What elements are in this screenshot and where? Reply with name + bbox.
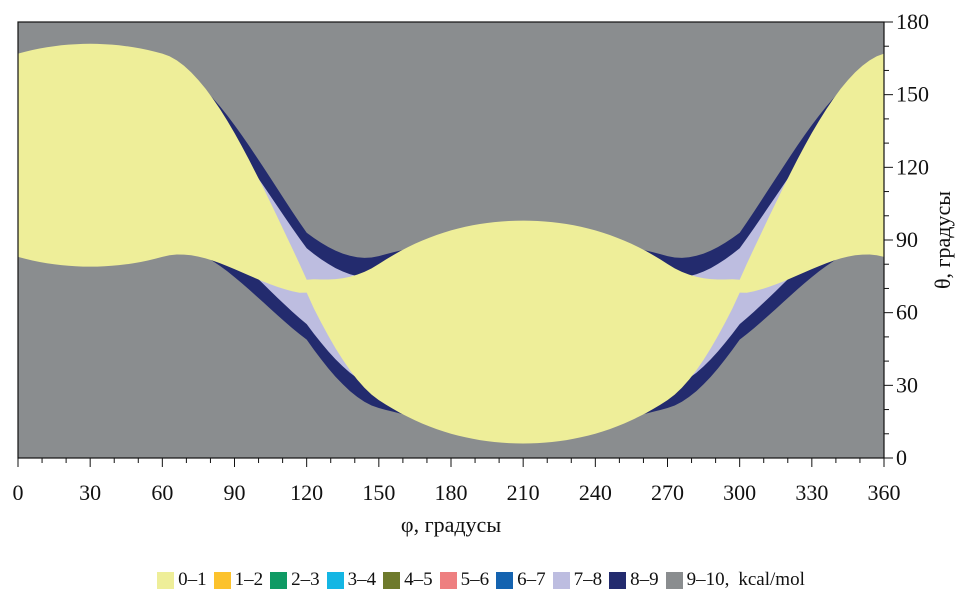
y-tick-label: 0 — [896, 445, 907, 470]
legend-label: 6–7 — [517, 569, 546, 590]
y-tick-label: 120 — [896, 154, 929, 179]
legend-label: 4–5 — [404, 569, 433, 590]
x-tick-label: 360 — [868, 480, 901, 505]
legend-label: 2–3 — [291, 569, 320, 590]
legend-label: 8–9 — [630, 569, 659, 590]
y-tick-label: 90 — [896, 227, 918, 252]
legend-label: 5–6 — [460, 569, 490, 590]
legend-unit: kcal/mol — [738, 569, 805, 590]
y-tick-label: 150 — [896, 82, 929, 107]
x-tick-label: 300 — [723, 480, 756, 505]
legend-swatch — [552, 571, 570, 589]
legend-label: 9–10, — [686, 569, 730, 590]
legend-item: 8–9 — [609, 569, 659, 591]
x-tick-label: 240 — [579, 480, 612, 505]
legend-label: 0–1 — [178, 569, 207, 590]
x-axis-title: φ, градусы — [401, 512, 501, 537]
y-tick-label: 180 — [896, 9, 929, 34]
legend-label: 7–8 — [573, 569, 603, 590]
y-tick-label: 30 — [896, 372, 918, 397]
legend-item: 0–1 — [157, 569, 207, 591]
legend-swatch — [213, 571, 231, 589]
legend-item: 5–6 — [439, 569, 490, 591]
legend-swatch — [270, 571, 288, 589]
energy-contour-chart: 0 30 60 90 120 150 180 210 240 270 300 330 360 0 30 60 9… — [13, 9, 956, 537]
legend-label: 3–4 — [347, 569, 377, 590]
contour-band-0–1 — [18, 43, 884, 444]
x-tick-label: 180 — [435, 480, 468, 505]
legend-swatch — [439, 571, 457, 589]
legend-swatch — [665, 571, 683, 589]
legend-swatch — [383, 571, 401, 589]
x-tick-label: 120 — [290, 480, 323, 505]
legend-swatch — [157, 571, 175, 589]
legend-label: 1–2 — [234, 569, 264, 590]
legend-swatch — [609, 571, 627, 589]
legend-swatch — [496, 571, 514, 589]
legend-item: 4–5 — [383, 569, 433, 591]
x-tick-label: 270 — [651, 480, 684, 505]
x-tick-label: 0 — [13, 480, 24, 505]
x-tick-label: 90 — [224, 480, 246, 505]
x-tick-label: 330 — [795, 480, 828, 505]
legend-item: 3–4 — [326, 569, 377, 591]
legend-item: 1–2 — [213, 569, 264, 591]
legend: 0–1 1–2 2–3 3–4 4–5 5–6 6–7 7–8 8–9 9–10, kcal/mol — [0, 568, 962, 592]
contour-plot-area — [18, 22, 884, 458]
x-tick-label: 150 — [362, 480, 395, 505]
legend-swatch — [326, 571, 344, 589]
legend-item: 7–8 — [552, 569, 603, 591]
legend-item: 9–10, — [665, 569, 730, 591]
axes: 0 30 60 90 120 150 180 210 240 270 300 330 360 0 30 60 9… — [13, 9, 956, 537]
y-tick-label: 60 — [896, 300, 918, 325]
legend-item: 6–7 — [496, 569, 546, 591]
y-axis-title: θ, градусы — [930, 191, 955, 289]
legend-item: 2–3 — [270, 569, 320, 591]
x-tick-label: 210 — [507, 480, 540, 505]
x-tick-label: 60 — [151, 480, 173, 505]
x-tick-label: 30 — [79, 480, 101, 505]
